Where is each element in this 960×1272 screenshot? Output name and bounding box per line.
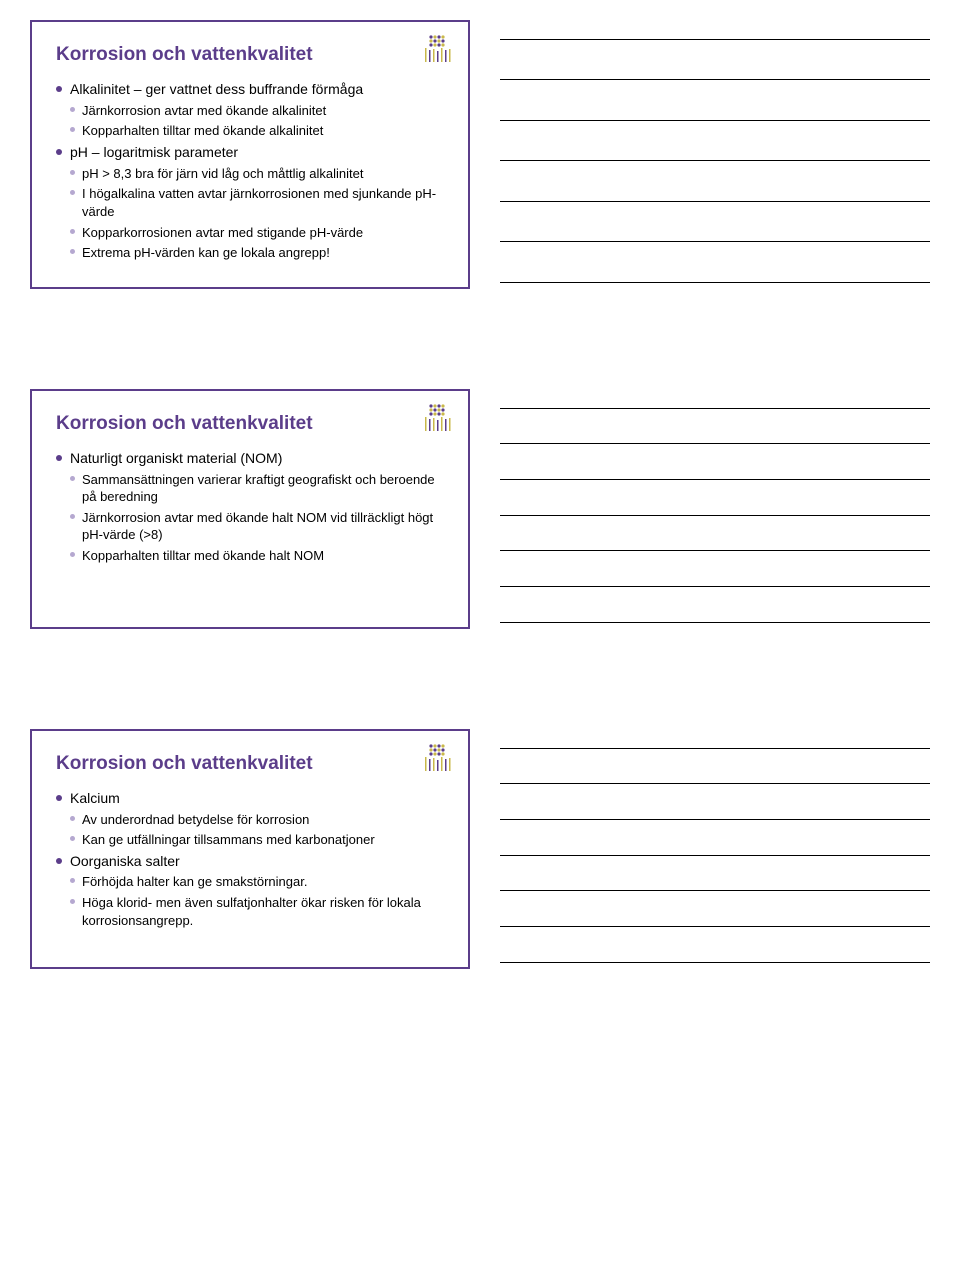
list-item-text: Alkalinitet – ger vattnet dess buffrande… bbox=[70, 81, 363, 97]
slide-logo bbox=[420, 32, 456, 73]
note-line bbox=[500, 929, 930, 963]
logo-icon bbox=[420, 741, 456, 777]
sub-list-item: Extrema pH-värden kan ge lokala angrepp! bbox=[70, 244, 450, 262]
note-line bbox=[500, 786, 930, 820]
list-item-text: Oorganiska salter bbox=[70, 853, 180, 869]
sub-list-item: Höga klorid- men även sulfatjonhalter ök… bbox=[70, 894, 450, 929]
sub-bullet-list: Järnkorrosion avtar med ökande alkalinit… bbox=[70, 102, 450, 140]
sub-list-item: Kopparhalten tilltar med ökande alkalini… bbox=[70, 122, 450, 140]
slide-title: Korrosion och vattenkvalitet bbox=[56, 413, 450, 435]
sub-bullet-list: Sammansättningen varierar kraftigt geogr… bbox=[70, 471, 450, 565]
note-line bbox=[500, 87, 930, 121]
note-line bbox=[500, 553, 930, 587]
sub-list-item: Förhöjda halter kan ge smakstörningar. bbox=[70, 873, 450, 891]
logo-icon bbox=[420, 32, 456, 68]
sub-list-item: pH > 8,3 bra för järn vid låg och måttli… bbox=[70, 165, 450, 183]
note-line bbox=[500, 735, 930, 749]
slide: Korrosion och vattenkvalitet Alkalinitet … bbox=[30, 20, 470, 289]
logo-icon bbox=[420, 401, 456, 437]
note-line bbox=[500, 395, 930, 409]
notes-area bbox=[500, 389, 930, 629]
notes-area bbox=[500, 729, 930, 969]
sub-list-item: Järnkorrosion avtar med ökande halt NOM … bbox=[70, 509, 450, 544]
slide-title: Korrosion och vattenkvalitet bbox=[56, 753, 450, 775]
sub-list-item: Kopparkorrosionen avtar med stigande pH-… bbox=[70, 224, 450, 242]
slide-row: Korrosion och vattenkvalitet Naturligt or… bbox=[30, 389, 930, 629]
bullet-list: Kalcium Av underordnad betydelse för korr… bbox=[56, 789, 450, 930]
note-line bbox=[500, 857, 930, 891]
list-item: Alkalinitet – ger vattnet dess buffrande… bbox=[56, 80, 450, 140]
list-item-text: Kalcium bbox=[70, 790, 120, 806]
note-line bbox=[500, 517, 930, 551]
slide-row: Korrosion och vattenkvalitet Alkalinitet … bbox=[30, 20, 930, 289]
list-item-text: Naturligt organiskt material (NOM) bbox=[70, 450, 282, 466]
note-line bbox=[500, 589, 930, 623]
note-line bbox=[500, 482, 930, 516]
bullet-list: Alkalinitet – ger vattnet dess buffrande… bbox=[56, 80, 450, 262]
sub-bullet-list: Förhöjda halter kan ge smakstörningar. Hö… bbox=[70, 873, 450, 929]
slide: Korrosion och vattenkvalitet Kalcium Av un… bbox=[30, 729, 470, 969]
sub-list-item: Kan ge utfällningar tillsammans med karb… bbox=[70, 831, 450, 849]
slide: Korrosion och vattenkvalitet Naturligt or… bbox=[30, 389, 470, 629]
slide-row: Korrosion och vattenkvalitet Kalcium Av un… bbox=[30, 729, 930, 969]
list-item: Oorganiska salter Förhöjda halter kan ge … bbox=[56, 852, 450, 930]
slide-logo bbox=[420, 401, 456, 442]
slide-logo bbox=[420, 741, 456, 782]
note-line bbox=[500, 168, 930, 202]
note-line bbox=[500, 410, 930, 444]
notes-area bbox=[500, 20, 930, 289]
note-line bbox=[500, 822, 930, 856]
note-line bbox=[500, 46, 930, 80]
sub-bullet-list: Av underordnad betydelse för korrosion Ka… bbox=[70, 811, 450, 849]
note-line bbox=[500, 208, 930, 242]
list-item: pH – logaritmisk parameter pH > 8,3 bra f… bbox=[56, 143, 450, 262]
note-line bbox=[500, 893, 930, 927]
note-line bbox=[500, 750, 930, 784]
slide-title: Korrosion och vattenkvalitet bbox=[56, 44, 450, 66]
bullet-list: Naturligt organiskt material (NOM) Samman… bbox=[56, 449, 450, 565]
note-line bbox=[500, 127, 930, 161]
sub-bullet-list: pH > 8,3 bra för järn vid låg och måttli… bbox=[70, 165, 450, 262]
note-line bbox=[500, 446, 930, 480]
list-item: Naturligt organiskt material (NOM) Samman… bbox=[56, 449, 450, 565]
sub-list-item: Kopparhalten tilltar med ökande halt NOM bbox=[70, 547, 450, 565]
list-item: Kalcium Av underordnad betydelse för korr… bbox=[56, 789, 450, 849]
sub-list-item: Sammansättningen varierar kraftigt geogr… bbox=[70, 471, 450, 506]
sub-list-item: Av underordnad betydelse för korrosion bbox=[70, 811, 450, 829]
note-line bbox=[500, 249, 930, 283]
list-item-text: pH – logaritmisk parameter bbox=[70, 144, 238, 160]
sub-list-item: Järnkorrosion avtar med ökande alkalinit… bbox=[70, 102, 450, 120]
sub-list-item: I högalkalina vatten avtar järnkorrosion… bbox=[70, 185, 450, 220]
note-line bbox=[500, 26, 930, 40]
